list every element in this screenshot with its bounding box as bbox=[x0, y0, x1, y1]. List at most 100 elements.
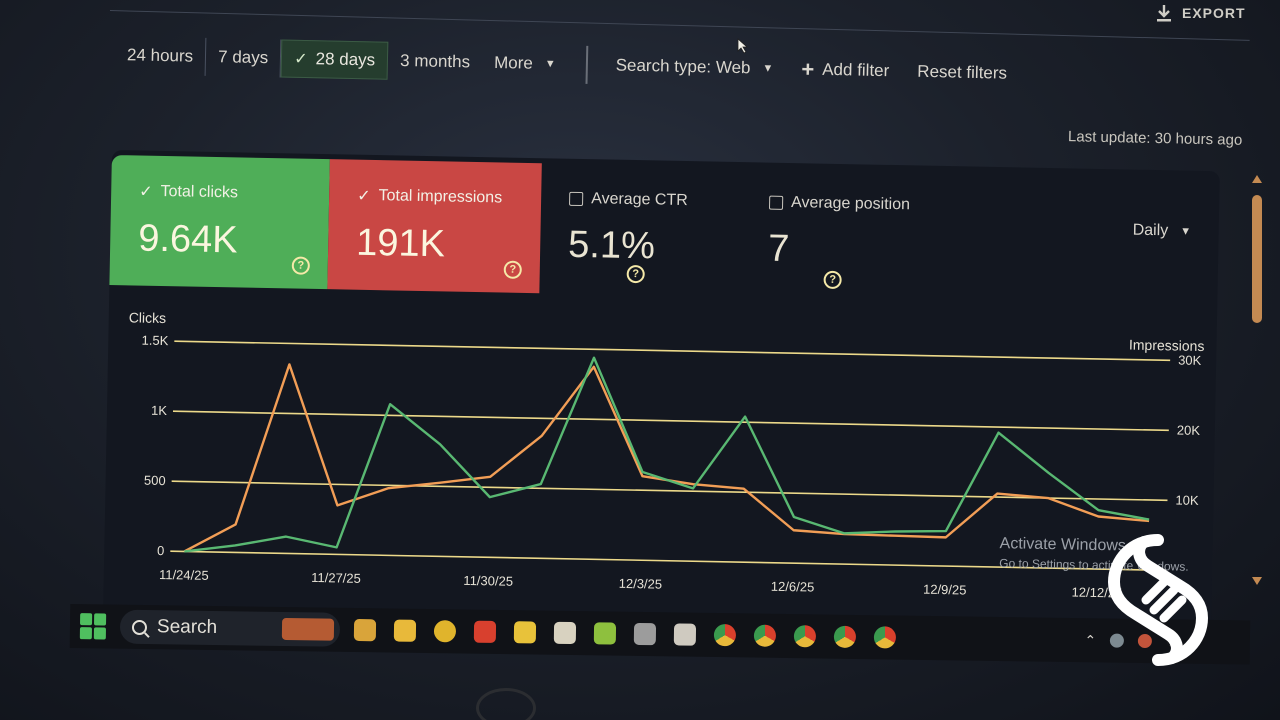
scroll-thumb[interactable] bbox=[1252, 195, 1262, 323]
search-type-dropdown[interactable]: Search type: Web ▼ bbox=[615, 55, 773, 78]
performance-panel: ✓ Total clicks 9.64K ? ✓ Total impressio… bbox=[103, 150, 1220, 632]
caret-down-icon: ▼ bbox=[544, 58, 556, 71]
pinned-apps bbox=[353, 618, 897, 649]
x-tick-label: 11/30/25 bbox=[463, 573, 513, 589]
help-icon[interactable]: ? bbox=[823, 270, 842, 290]
right-axis-ticks: 10K 20K 30K bbox=[1175, 353, 1201, 508]
range-3-months[interactable]: 3 months bbox=[388, 42, 483, 82]
x-tick-label: 12/6/25 bbox=[771, 579, 815, 595]
taskbar-search-label: Search bbox=[156, 616, 218, 639]
reset-filters-label: Reset filters bbox=[917, 61, 1008, 83]
check-icon: ✓ bbox=[294, 50, 308, 69]
range-label: 3 months bbox=[399, 50, 471, 72]
chrome-icon[interactable] bbox=[833, 625, 857, 648]
x-tick-label: 11/24/25 bbox=[159, 567, 209, 583]
gridline bbox=[174, 340, 1171, 362]
help-icon[interactable]: ? bbox=[626, 264, 645, 284]
search-icon bbox=[131, 619, 148, 635]
export-button[interactable]: EXPORT bbox=[1156, 2, 1246, 24]
left-axis-ticks: 0 500 1K 1.5K bbox=[141, 333, 168, 558]
more-label: More bbox=[493, 52, 534, 73]
metric-value: 7 bbox=[767, 227, 790, 271]
mouse-pointer-icon bbox=[737, 38, 749, 54]
grid bbox=[170, 340, 1171, 572]
series-lines bbox=[183, 356, 1150, 553]
store-icon[interactable] bbox=[513, 621, 537, 644]
scroll-down-arrow[interactable] bbox=[1252, 577, 1262, 585]
caret-down-icon: ▼ bbox=[1180, 225, 1192, 238]
range-7-days[interactable]: 7 days bbox=[205, 37, 282, 78]
right-axis-title: Impressions bbox=[1129, 337, 1205, 354]
range-24-hours[interactable]: 24 hours bbox=[114, 36, 207, 76]
caret-down-icon: ▼ bbox=[762, 62, 774, 75]
search-type-label: Search type: Web bbox=[615, 55, 751, 78]
left-axis-title: Clicks bbox=[129, 309, 167, 326]
notes-icon[interactable] bbox=[593, 622, 617, 645]
checkbox-icon[interactable] bbox=[569, 191, 584, 207]
music-player-icon[interactable] bbox=[433, 620, 457, 643]
network-icon[interactable] bbox=[673, 623, 697, 646]
metric-label: Average position bbox=[790, 194, 911, 214]
metric-value: 5.1% bbox=[567, 223, 656, 268]
gridline bbox=[170, 550, 1167, 572]
widgets-icon[interactable] bbox=[353, 618, 377, 642]
range-28-days[interactable]: ✓ 28 days bbox=[280, 39, 389, 80]
left-tick-label: 1.5K bbox=[141, 333, 168, 349]
reset-filters-button[interactable]: Reset filters bbox=[917, 62, 1007, 84]
more-dropdown[interactable]: More ▼ bbox=[482, 44, 568, 84]
average-ctr-card[interactable]: Average CTR 5.1% ? bbox=[539, 163, 741, 297]
right-tick-label: 30K bbox=[1178, 353, 1202, 368]
metric-header: ✓ Total clicks bbox=[139, 182, 329, 206]
help-icon[interactable]: ? bbox=[503, 260, 522, 279]
gridline bbox=[172, 410, 1169, 432]
filter-bar: 24 hours 7 days ✓ 28 days 3 months More … bbox=[114, 32, 1266, 102]
chrome-icon[interactable] bbox=[713, 623, 737, 647]
left-tick-label: 1K bbox=[151, 403, 168, 418]
windows-start-icon[interactable] bbox=[79, 613, 107, 640]
chrome-icon[interactable] bbox=[793, 625, 817, 648]
metric-label: Total impressions bbox=[378, 187, 503, 207]
x-axis-ticks: 11/24/25 11/27/25 11/30/25 12/3/25 12/6/25 12… bbox=[159, 567, 1122, 600]
range-label: 28 days bbox=[315, 49, 376, 70]
right-tick-label: 10K bbox=[1175, 492, 1199, 507]
chrome-icon[interactable] bbox=[873, 626, 897, 649]
file-explorer-icon[interactable] bbox=[393, 619, 417, 642]
check-icon: ✓ bbox=[139, 183, 153, 201]
x-tick-label: 11/27/25 bbox=[311, 570, 361, 586]
left-tick-label: 500 bbox=[144, 473, 166, 488]
power-automate-icon[interactable] bbox=[633, 622, 657, 646]
metric-label: Total clicks bbox=[160, 182, 239, 202]
wps-office-icon[interactable] bbox=[473, 620, 497, 643]
chrome-icon[interactable] bbox=[753, 624, 777, 647]
vertical-scrollbar[interactable] bbox=[1250, 175, 1264, 585]
taskbar-search[interactable]: Search bbox=[119, 609, 341, 647]
metric-header: Average position bbox=[768, 194, 941, 215]
add-filter-button[interactable]: + Add filter bbox=[801, 56, 890, 82]
scroll-up-arrow[interactable] bbox=[1252, 175, 1262, 183]
checkbox-icon[interactable] bbox=[768, 195, 784, 210]
average-position-card[interactable]: Average position 7 ? bbox=[739, 167, 941, 301]
metric-header: ✓ Total impressions bbox=[357, 186, 541, 210]
granularity-dropdown[interactable]: Daily ▼ bbox=[1132, 222, 1191, 241]
add-filter-label: Add filter bbox=[822, 59, 890, 81]
hp-logo bbox=[476, 688, 536, 720]
series-line-clicks bbox=[184, 356, 1150, 553]
total-impressions-card[interactable]: ✓ Total impressions 191K ? bbox=[327, 159, 542, 294]
granularity-label: Daily bbox=[1132, 221, 1169, 240]
search-highlight-image bbox=[281, 617, 335, 641]
metric-header: Average CTR bbox=[569, 190, 741, 211]
x-tick-label: 12/3/25 bbox=[619, 576, 663, 592]
watermark-logo-icon bbox=[1107, 534, 1209, 666]
range-label: 7 days bbox=[217, 47, 269, 68]
x-tick-label: 12/9/25 bbox=[923, 582, 967, 598]
check-icon: ✓ bbox=[356, 187, 371, 205]
gridline bbox=[171, 480, 1168, 502]
total-clicks-card[interactable]: ✓ Total clicks 9.64K ? bbox=[109, 154, 330, 290]
help-icon[interactable]: ? bbox=[291, 256, 310, 275]
last-update-text: Last update: 30 hours ago bbox=[1067, 128, 1243, 149]
remote-desktop-icon[interactable] bbox=[553, 621, 577, 645]
download-icon bbox=[1157, 5, 1171, 22]
metric-label: Average CTR bbox=[590, 190, 688, 210]
filter-divider bbox=[585, 45, 589, 84]
